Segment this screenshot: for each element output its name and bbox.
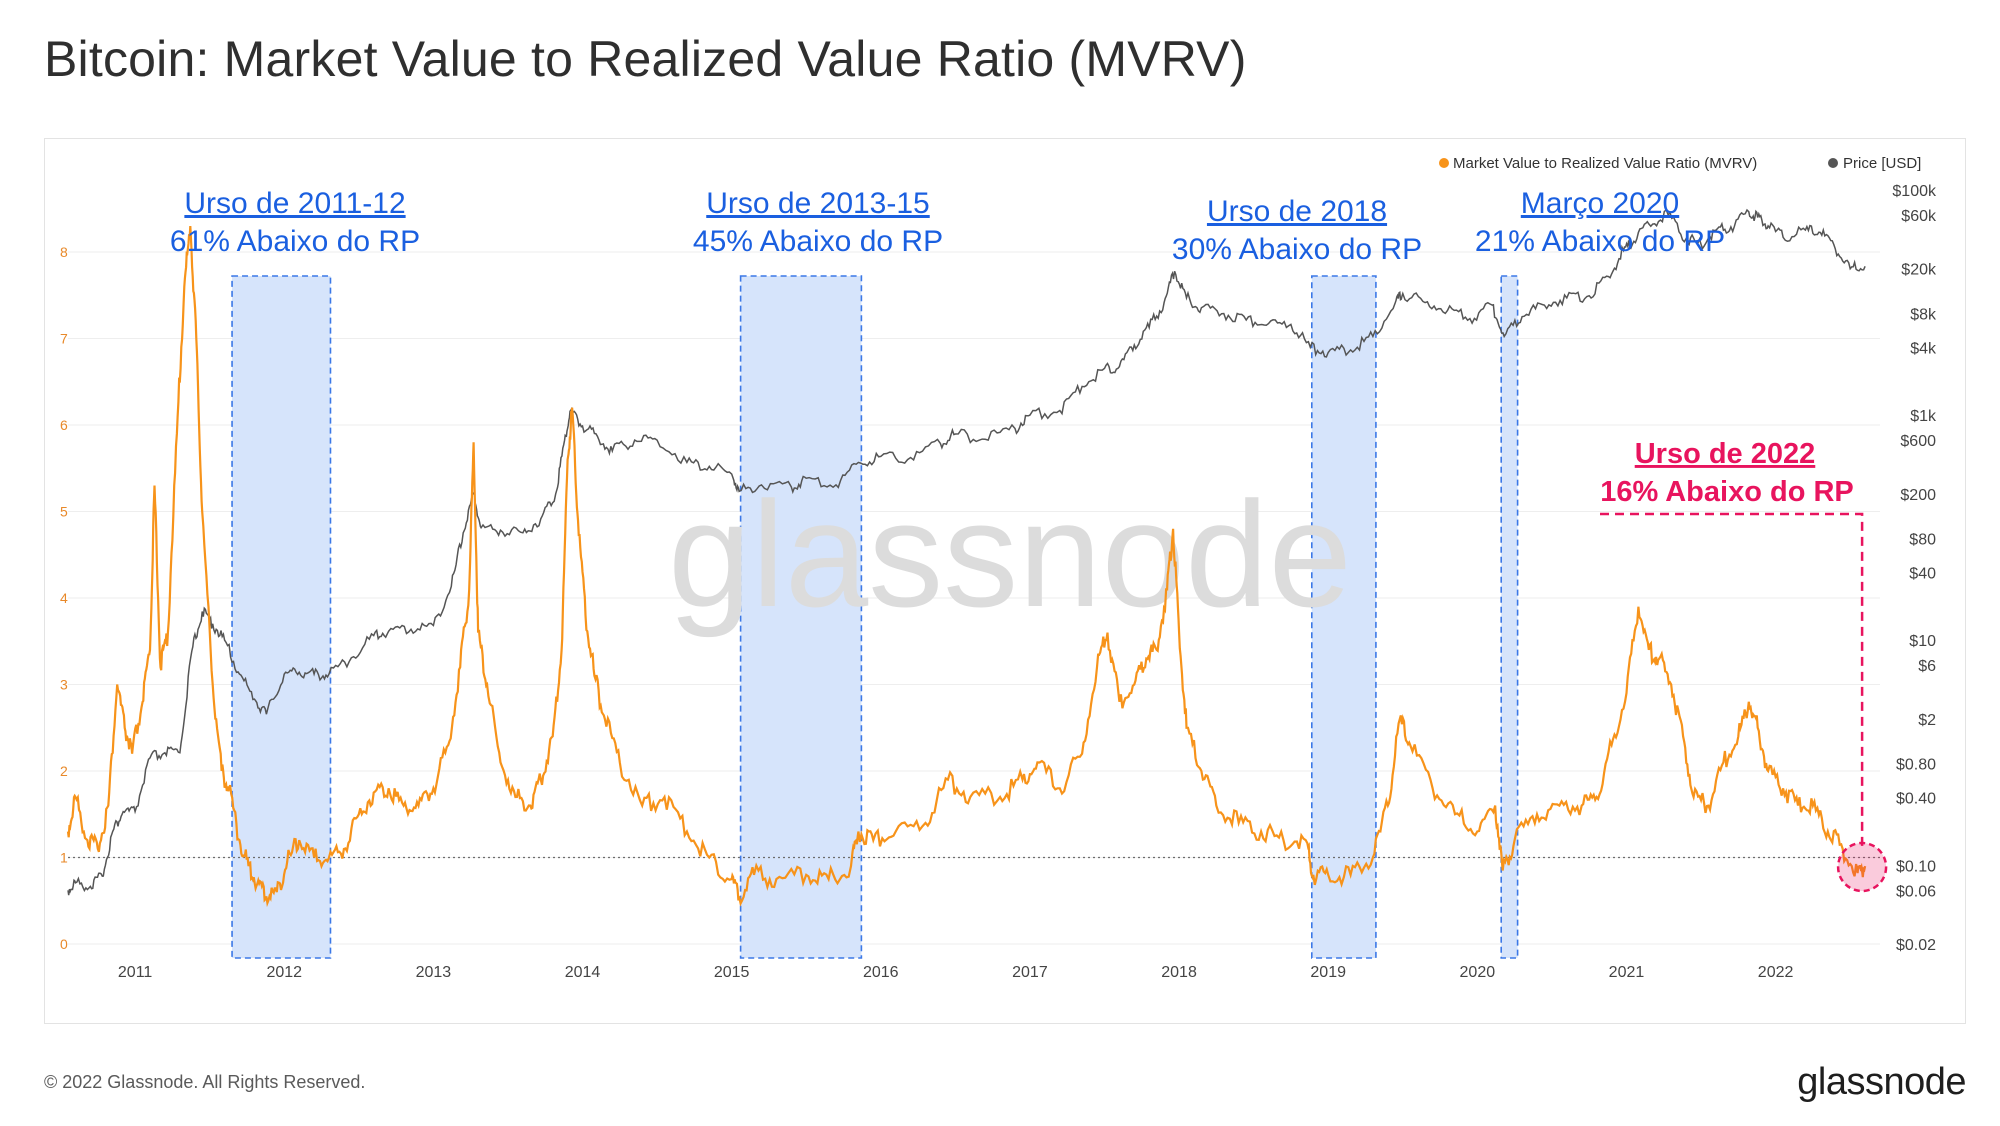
y-left-tick-label: 6 [60, 417, 68, 433]
y-left-tick-label: 0 [60, 936, 68, 952]
x-tick-label: 2018 [1161, 964, 1197, 981]
axis-labels: 2011 2012 2013 2014 2015 2016 2017 2018 2019 2020… [60, 183, 1937, 981]
y-left-tick-label: 2 [60, 763, 68, 779]
y-right-tick-label: $40 [1909, 565, 1936, 582]
y-right-tick-label: $2 [1918, 712, 1936, 729]
x-tick-label: 2019 [1310, 964, 1346, 981]
y-right-tick-label: $600 [1900, 433, 1936, 450]
watermark: glassnode [668, 470, 1352, 638]
bear-label-drawdown: 45% Abaixo do RP [693, 225, 943, 258]
bear-period-band [231, 275, 332, 959]
bear-label-drawdown: 30% Abaixo do RP [1172, 233, 1422, 266]
bear-label-title: Urso de 2013-15 [706, 187, 929, 220]
y-right-tick-label: $6 [1918, 658, 1936, 675]
y-right-tick-label: $80 [1909, 532, 1936, 549]
x-tick-label: 2022 [1758, 964, 1794, 981]
y-right-tick-label: $200 [1900, 487, 1936, 504]
bear-label-title: Março 2020 [1521, 187, 1679, 220]
y-right-tick-label: $0.06 [1896, 883, 1936, 900]
bear-period-band [1310, 275, 1377, 959]
x-tick-label: 2016 [863, 964, 899, 981]
copyright-footer: © 2022 Glassnode. All Rights Reserved. [44, 1072, 366, 1092]
bear-period-band [739, 275, 863, 959]
y-right-tick-label: $0.02 [1896, 937, 1936, 954]
bear-label-drawdown: 21% Abaixo do RP [1475, 225, 1725, 258]
current-bear-title: Urso de 2022 [1635, 438, 1816, 470]
x-tick-label: 2011 [118, 964, 153, 981]
y-right-tick-label: $100k [1892, 183, 1937, 200]
bear-market-bands [231, 275, 1519, 959]
legend-label: Price [USD] [1843, 155, 1921, 172]
x-tick-label: 2017 [1012, 964, 1048, 981]
chart-panel [44, 138, 1966, 1024]
y-right-tick-label: $20k [1901, 262, 1937, 279]
y-right-tick-label: $0.40 [1896, 791, 1936, 808]
x-tick-label: 2020 [1460, 964, 1496, 981]
bear-label-drawdown: 61% Abaixo do RP [170, 225, 420, 258]
y-right-tick-label: $1k [1910, 408, 1937, 425]
y-left-tick-label: 8 [60, 244, 68, 260]
y-right-tick-label: $0.10 [1896, 858, 1936, 875]
bear-period-band [1500, 275, 1519, 959]
y-left-tick-label: 1 [60, 850, 68, 866]
price-series-line [67, 208, 1866, 896]
y-right-tick-label: $8k [1910, 306, 1937, 323]
x-tick-label: 2021 [1609, 964, 1645, 981]
y-left-tick-label: 4 [60, 590, 68, 606]
y-right-tick-label: $4k [1910, 340, 1937, 357]
current-bear-drawdown: 16% Abaixo do RP [1600, 476, 1854, 508]
page-title: Bitcoin: Market Value to Realized Value … [44, 31, 1247, 87]
current-bear-annotation: Urso de 2022 16% Abaixo do RP [1600, 438, 1888, 893]
brand-logo-text[interactable]: glassnode [1797, 1061, 1966, 1103]
bear-market-labels: Urso de 2011-12 61% Abaixo do RP Urso de 2… [170, 187, 1725, 266]
y-right-tick-label: $0.80 [1896, 757, 1936, 774]
x-tick-label: 2012 [266, 964, 302, 981]
legend: Market Value to Realized Value Ratio (MV… [1439, 155, 1921, 172]
y-left-tick-label: 7 [60, 331, 68, 347]
current-bear-pointer [1600, 512, 1864, 848]
bear-label-title: Urso de 2018 [1207, 195, 1387, 228]
y-right-tick-label: $10 [1909, 633, 1936, 650]
x-tick-label: 2013 [416, 964, 452, 981]
current-bear-marker [1836, 841, 1888, 893]
bear-label-title: Urso de 2011-12 [184, 187, 405, 220]
y-left-tick-label: 5 [60, 504, 68, 520]
x-tick-label: 2015 [714, 964, 750, 981]
x-tick-label: 2014 [565, 964, 601, 981]
y-left-tick-label: 3 [60, 677, 68, 693]
legend-label: Market Value to Realized Value Ratio (MV… [1453, 155, 1757, 172]
legend-marker [1439, 158, 1449, 168]
mvrv-series-line [66, 225, 1867, 908]
legend-marker [1828, 158, 1838, 168]
y-right-tick-label: $60k [1901, 208, 1937, 225]
